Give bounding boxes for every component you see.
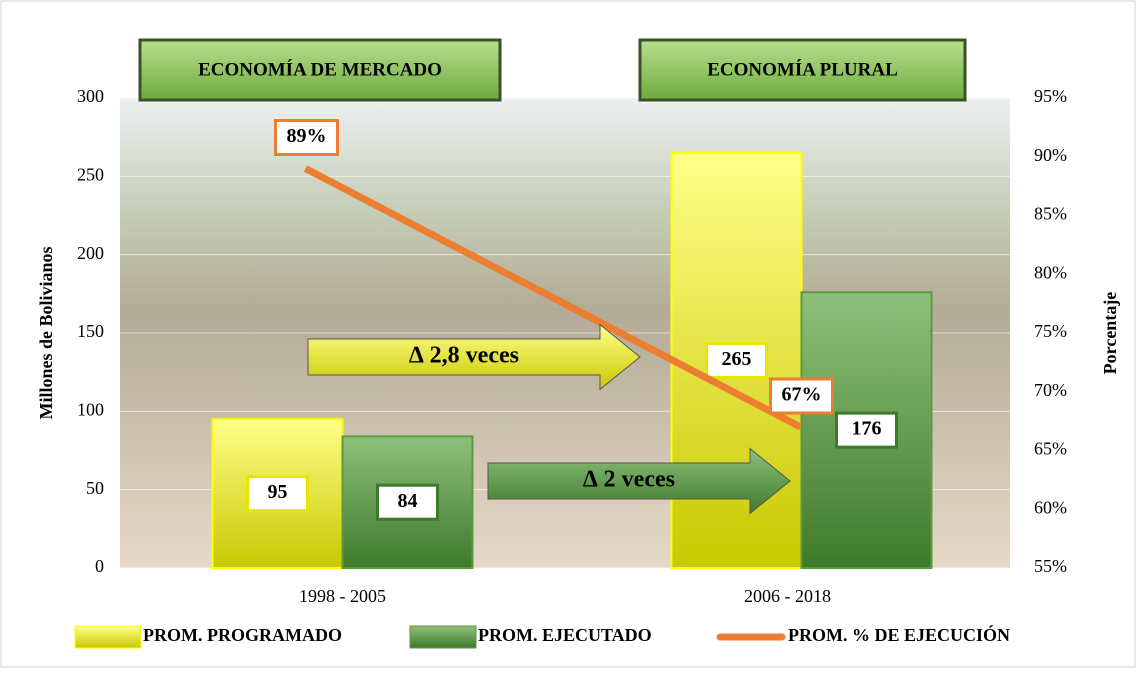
arrow-label: ∆ 2,8 veces bbox=[409, 343, 519, 369]
y2-tick-label: 95% bbox=[1034, 86, 1067, 106]
header-label: ECONOMÍA DE MERCADO bbox=[198, 58, 442, 80]
y-tick-label: 300 bbox=[77, 86, 104, 106]
x-tick-label: 1998 - 2005 bbox=[299, 586, 386, 606]
arrow-label: ∆ 2 veces bbox=[583, 467, 675, 493]
y2-axis-label: Porcentaje bbox=[1100, 292, 1120, 375]
header-label: ECONOMÍA PLURAL bbox=[707, 58, 898, 80]
legend-swatch bbox=[75, 626, 141, 648]
y2-tick-label: 80% bbox=[1034, 262, 1067, 282]
y2-tick-label: 65% bbox=[1034, 439, 1067, 459]
y2-tick-label: 85% bbox=[1034, 204, 1067, 224]
data-label: 176 bbox=[852, 418, 882, 440]
legend-label: PROM. EJECUTADO bbox=[478, 625, 652, 645]
y-tick-label: 250 bbox=[77, 164, 104, 184]
y2-tick-label: 55% bbox=[1034, 556, 1067, 576]
legend-swatch bbox=[410, 626, 476, 648]
y2-tick-label: 60% bbox=[1034, 497, 1067, 517]
data-label: 84 bbox=[398, 490, 418, 512]
chart: Millones de Bolivianos Porcentaje 0 50 100… bbox=[0, 0, 1136, 668]
legend-label: PROM. PROGRAMADO bbox=[143, 625, 342, 645]
y2-tick-label: 90% bbox=[1034, 145, 1067, 165]
data-label: 67% bbox=[782, 384, 822, 406]
x-tick-label: 2006 - 2018 bbox=[744, 586, 831, 606]
y2-tick-label: 70% bbox=[1034, 380, 1067, 400]
y-tick-label: 200 bbox=[77, 243, 104, 263]
legend-label: PROM. % DE EJECUCIÓN bbox=[788, 624, 1010, 645]
data-label: 95 bbox=[268, 481, 288, 503]
y-tick-label: 100 bbox=[77, 399, 104, 419]
y2-tick-label: 75% bbox=[1034, 321, 1067, 341]
y-tick-label: 50 bbox=[86, 478, 104, 498]
y-axis-label: Millones de Bolivianos bbox=[36, 246, 56, 419]
data-label: 89% bbox=[287, 125, 327, 147]
data-label: 265 bbox=[722, 348, 752, 370]
y-tick-label: 0 bbox=[95, 556, 104, 576]
y-tick-label: 150 bbox=[77, 321, 104, 341]
